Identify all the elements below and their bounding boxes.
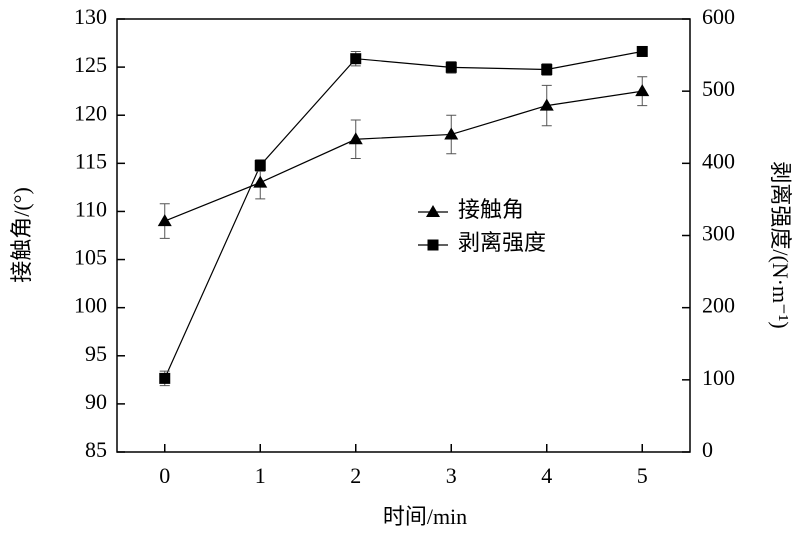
marker — [635, 84, 650, 97]
marker — [426, 205, 440, 217]
x-tick-label: 0 — [159, 463, 170, 488]
y-tick-label: 85 — [85, 437, 107, 462]
y-tick-label: 105 — [74, 245, 107, 270]
marker — [157, 214, 172, 227]
marker — [541, 64, 553, 76]
y2-axis-label: 剥离强度/(N·m⁻¹) — [768, 161, 793, 328]
y2-tick-label: 200 — [702, 293, 735, 318]
y2-tick-label: 400 — [702, 148, 735, 173]
marker — [253, 175, 268, 188]
marker — [427, 239, 439, 251]
x-tick-label: 5 — [637, 463, 648, 488]
y2-tick-label: 600 — [702, 4, 735, 29]
y2-tick-label: 300 — [702, 221, 735, 246]
y-tick-label: 125 — [74, 52, 107, 77]
marker — [254, 159, 266, 171]
x-tick-label: 4 — [541, 463, 552, 488]
legend-label: 接触角 — [458, 197, 524, 222]
x-axis-label: 时间/min — [383, 504, 467, 529]
y-tick-label: 110 — [75, 196, 107, 221]
marker — [159, 372, 171, 384]
marker — [539, 98, 554, 111]
x-tick-label: 3 — [446, 463, 457, 488]
series-line — [164, 90, 643, 222]
marker — [350, 53, 362, 65]
y-tick-label: 100 — [74, 293, 107, 318]
marker — [636, 45, 648, 57]
series-line — [164, 50, 643, 379]
legend-label: 剥离强度 — [458, 230, 546, 255]
y-tick-label: 95 — [85, 341, 107, 366]
y-tick-label: 115 — [75, 148, 107, 173]
marker — [348, 132, 363, 145]
y2-tick-label: 100 — [702, 365, 735, 390]
plot-frame — [116, 18, 691, 453]
x-tick-label: 2 — [350, 463, 361, 488]
x-tick-label: 1 — [255, 463, 266, 488]
y-tick-label: 130 — [74, 4, 107, 29]
y2-tick-label: 0 — [702, 437, 713, 462]
marker — [445, 61, 457, 73]
y-tick-label: 120 — [74, 100, 107, 125]
y-axis-label: 接触角/(°) — [9, 187, 34, 283]
y-tick-label: 90 — [85, 389, 107, 414]
y2-tick-label: 500 — [702, 76, 735, 101]
marker — [444, 127, 459, 140]
